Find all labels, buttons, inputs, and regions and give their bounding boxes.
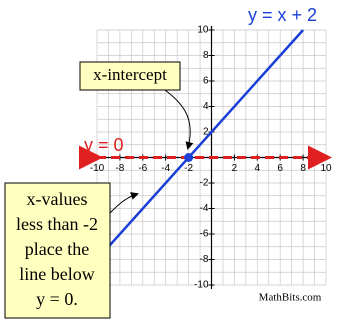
y-tick-label: 4 [203,101,209,112]
series-label: y = 0 [84,135,124,155]
annotation-line: line below [19,264,94,284]
annotation: x-intercept [93,65,167,84]
annotation-arrow [109,192,139,214]
annotation-arrow [164,89,194,150]
annotation-line: less than -2 [16,214,98,234]
credit: MathBits.com [259,292,322,304]
intercept-point [184,153,194,162]
y-tick-label: 6 [203,76,209,87]
y-tick-label: 2 [203,127,209,138]
y-tick-label: 10 [197,25,209,36]
y-tick-label: -10 [194,280,209,291]
x-tick-label: -4 [161,163,170,174]
annotation-box [4,182,111,319]
y-tick-label: -8 [200,254,209,265]
annotation-box [79,61,181,91]
annotation-line: x-values [27,189,88,209]
series-line [96,29,305,261]
y-tick-label: 8 [203,50,209,61]
x-tick-label: -8 [115,163,124,174]
x-tick-label: 2 [232,163,238,174]
x-tick-label: 4 [255,163,261,174]
x-tick-label: -6 [138,163,147,174]
x-tick-label: 10 [320,163,332,174]
x-tick-label: 8 [300,163,306,174]
x-tick-label: -10 [90,163,105,174]
y-tick-label: -6 [200,229,209,240]
annotation-line: y = 0. [36,289,78,309]
y-tick-label: -2 [200,178,209,189]
x-tick-label: -2 [184,163,193,174]
series-label: y = x + 2 [248,5,317,25]
annotation-line: place the [25,239,89,259]
x-tick-label: 6 [277,163,283,174]
y-tick-label: -4 [200,203,209,214]
